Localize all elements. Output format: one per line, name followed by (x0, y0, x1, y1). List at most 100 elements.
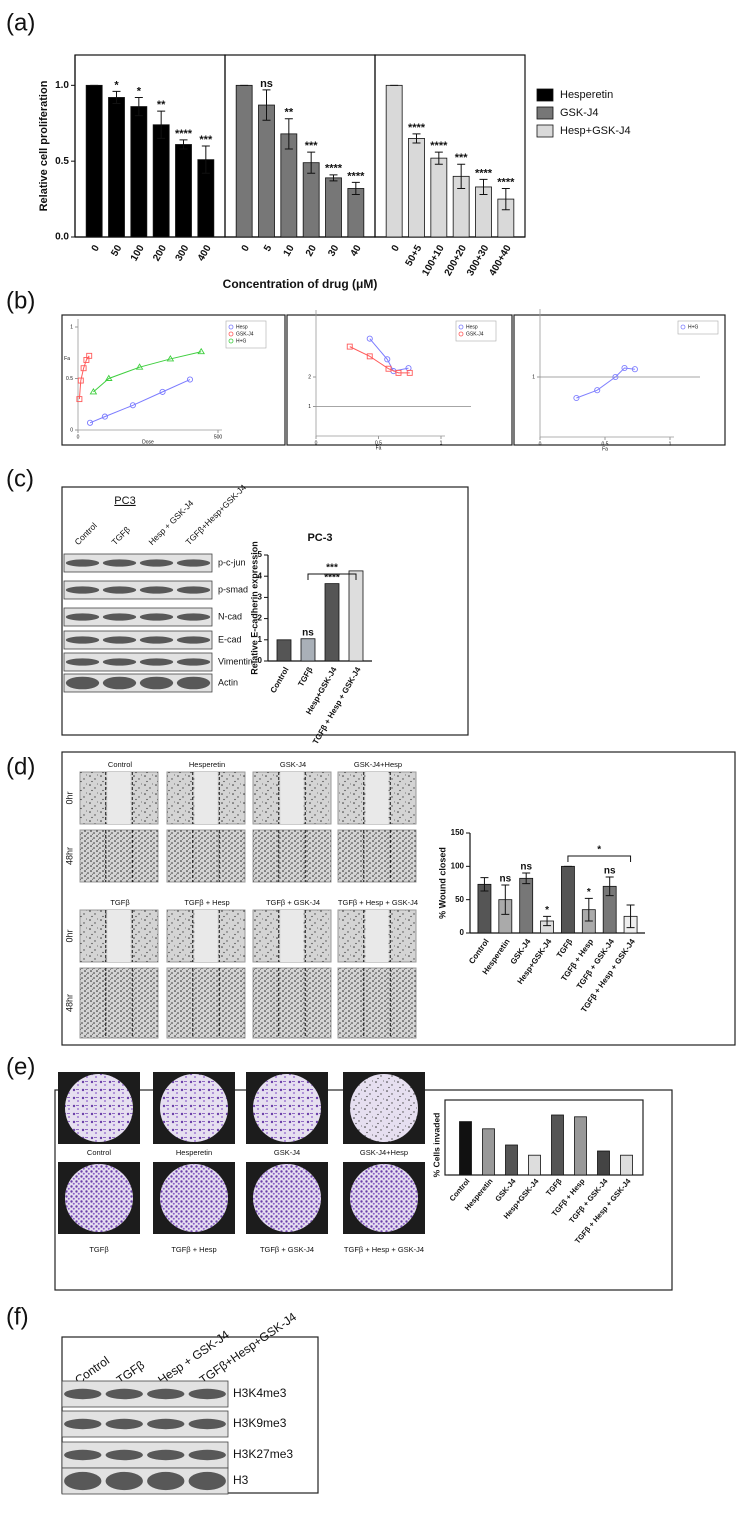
blot-band (64, 1449, 102, 1461)
x-tick-label: Control (269, 666, 291, 695)
fit-curve (349, 346, 410, 374)
data-point (406, 369, 413, 376)
chart-title: PC-3 (307, 532, 332, 544)
x-tick-label: 10 (282, 243, 297, 259)
blot-band (188, 1418, 226, 1430)
bar (459, 1121, 472, 1176)
data-point (77, 377, 84, 384)
x-tick-label: 400+40 (487, 243, 514, 278)
data-point (89, 388, 98, 395)
bar (300, 638, 316, 662)
error-bar (434, 151, 443, 165)
data-point (129, 402, 136, 409)
error-bar (501, 884, 510, 915)
data-point (166, 355, 175, 362)
error-bar (201, 145, 210, 174)
x-tick-label: TGFβ (544, 1176, 564, 1197)
blot-band (139, 613, 174, 621)
significance-label: * (545, 905, 549, 916)
band-label: E-cad (218, 634, 242, 644)
y-axis-label: Fa (64, 356, 70, 362)
wound-gap (194, 772, 218, 824)
bar (235, 84, 253, 238)
image-label: Control (87, 1148, 112, 1157)
error-bar (479, 178, 488, 196)
significance-label: * (114, 79, 119, 91)
significance-label: *** (199, 134, 213, 146)
legend-label: H+G (236, 338, 247, 344)
bar (175, 144, 192, 238)
blot-band (65, 586, 100, 594)
wound-gap (365, 910, 389, 962)
image-label: TGFβ + Hesp (184, 898, 229, 907)
bar (276, 639, 292, 662)
error-bar (457, 163, 466, 189)
bar (347, 188, 365, 238)
blot-band (65, 559, 100, 567)
invasion-cells (65, 1164, 133, 1232)
x-tick-label: 5 (262, 243, 275, 254)
y-tick-label: 4 (258, 571, 263, 580)
legend-label: Hesp (466, 324, 478, 330)
micrograph-texture (167, 830, 245, 882)
legend-label: GSK-J4 (236, 331, 254, 337)
significance-bracket (307, 573, 357, 580)
error-bar (284, 118, 293, 150)
wound-gap (280, 910, 304, 962)
x-tick-label: 20 (304, 243, 319, 259)
x-tick-label: 50+5 (404, 243, 425, 268)
invasion-cells (253, 1164, 321, 1232)
data-point (366, 353, 373, 360)
bar (430, 157, 448, 238)
invasion-cells (160, 1164, 228, 1232)
significance-label: **** (497, 176, 515, 188)
data-point (86, 352, 93, 359)
blot-strip (63, 553, 213, 573)
legend-swatch (536, 88, 554, 102)
blot-band (176, 658, 211, 666)
blot-band (147, 1471, 185, 1491)
image-label: GSK-J4 (280, 760, 306, 769)
significance-label: * (137, 85, 142, 97)
bar (108, 97, 125, 238)
band-label: H3 (233, 1473, 249, 1487)
blot-strip (63, 630, 213, 650)
y-tick-label: 0 (460, 928, 465, 937)
significance-label: ns (604, 866, 616, 877)
x-tick-label: 0.5 (375, 440, 382, 446)
data-point (159, 388, 166, 395)
y-tick-label: 0 (70, 427, 73, 433)
x-axis-label: Concentration of drug (μM) (223, 277, 378, 291)
x-tick-label: 0 (77, 434, 80, 440)
blot-band (139, 586, 174, 594)
significance-label: **** (475, 167, 493, 179)
row-label: 48hr (64, 847, 74, 865)
bar (348, 570, 364, 662)
image-label: Control (108, 760, 133, 769)
x-tick-label: 30 (326, 243, 341, 259)
data-point (80, 365, 87, 372)
row-label: 48hr (64, 994, 74, 1012)
y-tick-label: 1 (308, 404, 311, 410)
y-tick-label: 2 (308, 374, 311, 380)
bar (477, 883, 492, 934)
blot-band (102, 613, 137, 621)
data-point (631, 366, 638, 373)
error-bar (329, 174, 338, 182)
data-point (105, 374, 113, 381)
bar (551, 1114, 564, 1176)
blot-band (188, 1388, 226, 1400)
x-axis-label: Dose (142, 439, 154, 445)
blot-band (147, 1449, 185, 1461)
data-point (612, 373, 619, 381)
bar (519, 877, 534, 934)
blot-band (139, 559, 174, 567)
significance-label: ns (520, 862, 532, 873)
data-point (186, 376, 194, 383)
lane-label: Control (72, 520, 99, 547)
lane-label: Hesp + GSK-J4 (155, 1327, 232, 1387)
micrograph-texture (338, 968, 416, 1038)
micrograph-texture (253, 830, 331, 882)
wound-gap (107, 772, 131, 824)
blot-band (65, 613, 100, 621)
